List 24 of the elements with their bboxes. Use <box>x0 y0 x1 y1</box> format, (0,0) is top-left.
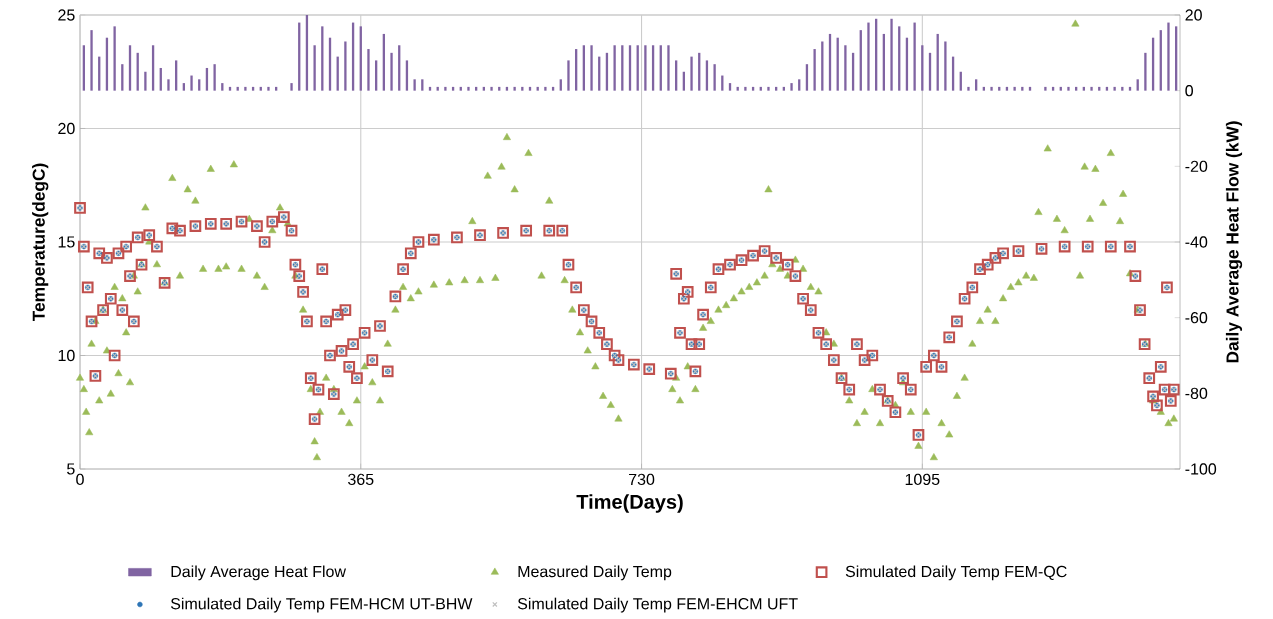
y2-tick-label: -20 <box>1185 160 1208 172</box>
legend-label: Daily Average Heat Flow <box>171 565 346 581</box>
legend-label: Simulated Daily Temp FEM-HCM UT-BHW <box>170 597 473 613</box>
y2-tick-label: -60 <box>1185 312 1208 324</box>
y2-tick-label: 0 <box>1185 85 1193 97</box>
x-tick-label: 730 <box>629 473 655 486</box>
y2-tick-label: -40 <box>1185 236 1208 248</box>
x-tick-label: 1095 <box>905 473 940 486</box>
legend-label: Measured Daily Temp <box>518 565 672 581</box>
y2-tick-label: -100 <box>1185 463 1217 475</box>
x-axis-title: Time(Days) <box>576 494 683 513</box>
x-tick-label: 0 <box>76 473 84 486</box>
x-tick-label: 365 <box>348 473 374 486</box>
y-tick-label: 25 <box>58 9 75 21</box>
y2-tick-label: -80 <box>1185 387 1208 399</box>
y2-tick-label: 20 <box>1185 9 1202 21</box>
legend-label: Simulated Daily Temp FEM-EHCM UFT <box>517 597 798 613</box>
y-tick-label: 15 <box>58 236 75 248</box>
y-tick-label: 20 <box>58 122 75 135</box>
y-axis-title: Temperature(degC) <box>32 163 49 322</box>
y-tick-label: 5 <box>67 463 75 475</box>
legend-label: Simulated Daily Temp FEM-QC <box>845 565 1067 581</box>
y2-axis-title: Daily Average Heat Flow (kW) <box>1225 121 1243 363</box>
y-tick-label: 10 <box>58 349 75 362</box>
